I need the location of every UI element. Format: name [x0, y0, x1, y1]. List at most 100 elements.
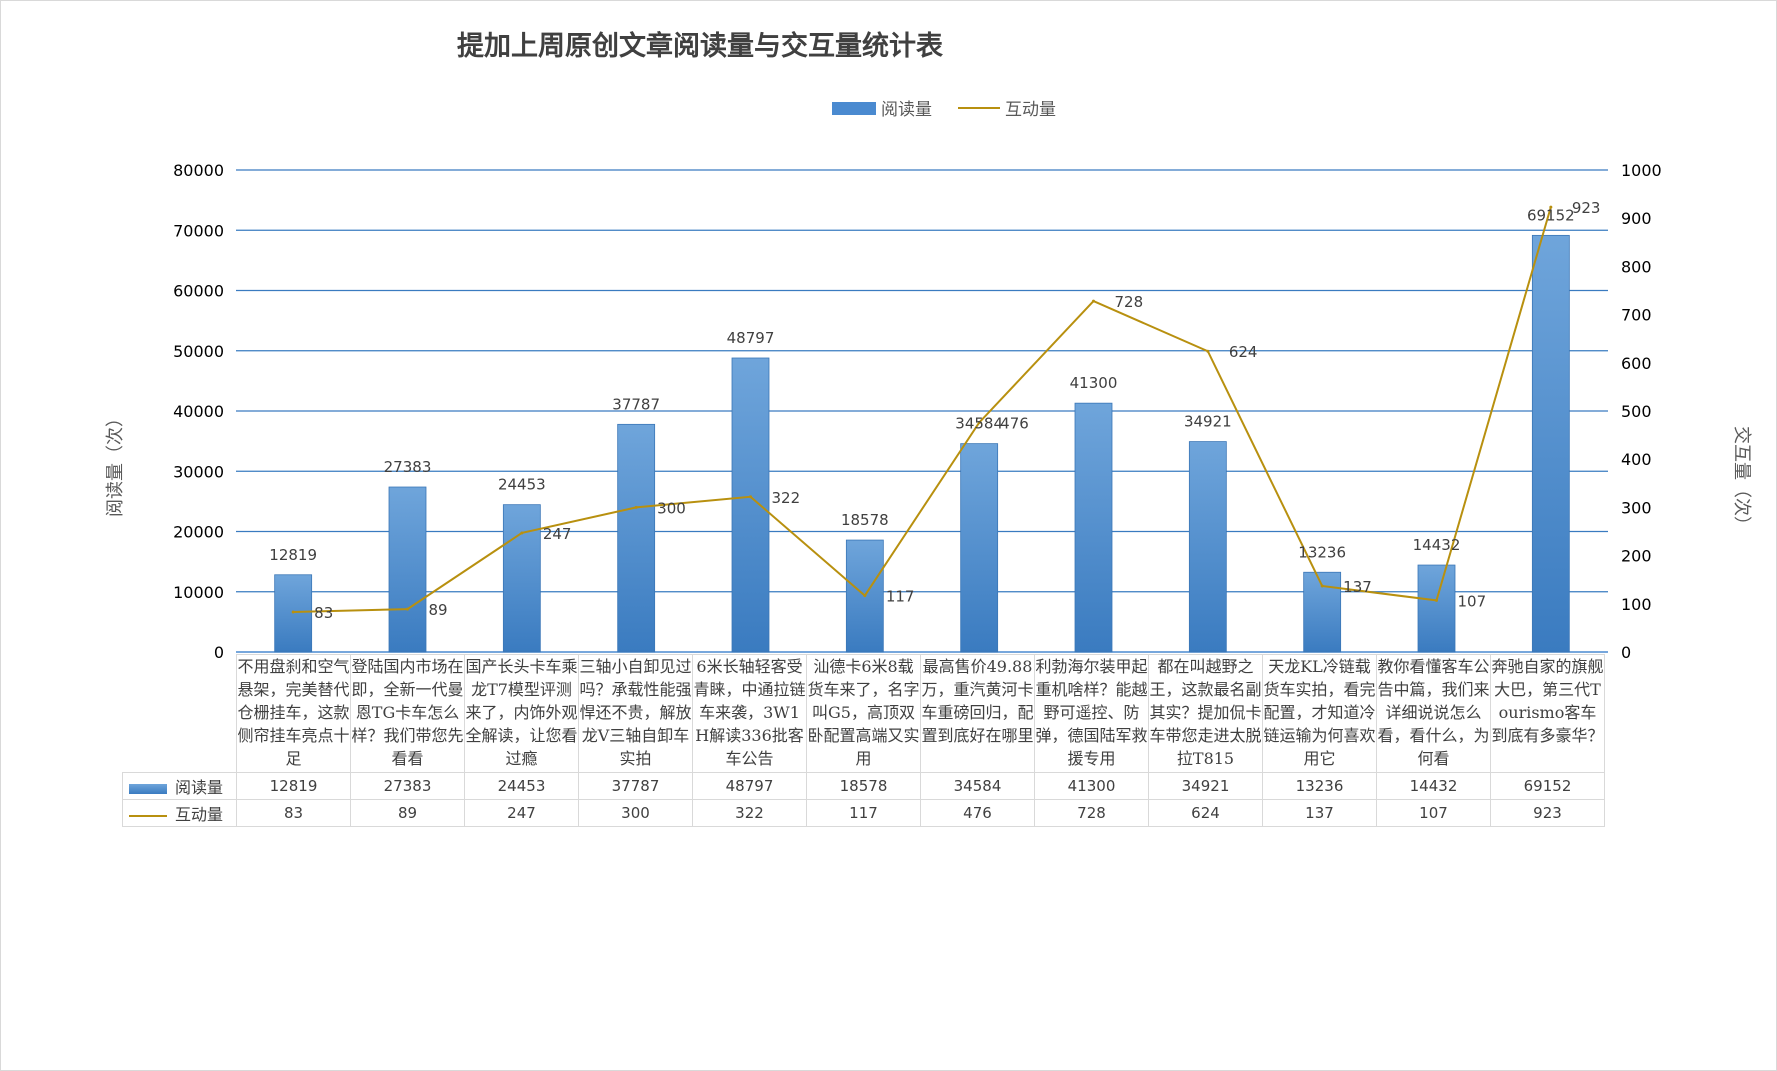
right-tick-label: 400	[1621, 450, 1652, 469]
gridlines	[236, 169, 1608, 653]
reads-cell: 14432	[1376, 772, 1491, 800]
line-data-label: 137	[1343, 578, 1372, 596]
bar-data-label: 27383	[384, 458, 432, 476]
left-axis-title: 阅读量（次）	[105, 409, 126, 517]
data-table: 不用盘刹和空气悬架，完美替代仓栅挂车，这款侧帘挂车亮点十足 登陆国内市场在即，全新…	[122, 654, 1605, 827]
line-point	[1435, 598, 1438, 602]
category-cell: 登陆国内市场在即，全新一代曼恩TG卡车怎么样？我们带您先看看	[350, 654, 465, 773]
line-point	[406, 607, 409, 611]
legend: 阅读量 互动量	[832, 100, 1056, 120]
line-data-label: 247	[543, 525, 572, 543]
line-point	[1320, 584, 1324, 588]
line-data-label: 107	[1458, 592, 1487, 610]
left-tick-label: 50000	[173, 342, 224, 361]
interactions-cell: 923	[1490, 799, 1605, 827]
category-label: 奔驰自家的旗舰大巴，第三代Tourismo客车到底有多豪华？	[1491, 657, 1604, 745]
right-tick-label: 800	[1621, 257, 1652, 276]
category-label: 不用盘刹和空气悬架，完美替代仓栅挂车，这款侧帘挂车亮点十足	[237, 657, 350, 768]
left-tick-label: 30000	[173, 462, 224, 481]
category-label: 教你看懂客车公告中篇，我们来详细说说怎么看，看什么，为何看	[1377, 657, 1490, 768]
right-tick-label: 200	[1621, 547, 1652, 566]
right-tick-label: 1000	[1621, 161, 1662, 180]
legend-bar-key	[832, 102, 876, 115]
chart-title: 提加上周原创文章阅读量与交互量统计表	[457, 30, 943, 62]
category-cell: 教你看懂客车公告中篇，我们来详细说说怎么看，看什么，为何看	[1376, 654, 1491, 773]
data-labels: 12819 27383 24453 37787 48797 18578 34584 41300…	[269, 199, 1600, 622]
right-tick-label: 100	[1621, 595, 1652, 614]
bar-data-label: 12819	[269, 546, 317, 564]
reads-cell: 24453	[464, 772, 579, 800]
bar	[388, 486, 427, 653]
line-data-label: 117	[886, 588, 915, 606]
bar-data-label: 34584	[955, 415, 1003, 433]
bar	[960, 443, 999, 653]
legend-label-reads: 阅读量	[881, 100, 932, 120]
category-cell: 利勃海尔装甲起重机啥样？能越野可遥控、防弹，德国陆军救援专用	[1034, 654, 1149, 773]
line-data-label: 89	[429, 601, 448, 619]
category-label: 都在叫越野之王，这款最名副其实？提加侃卡车带您走进太脱拉T815	[1149, 657, 1262, 768]
bar-data-label: 69152	[1527, 206, 1575, 224]
bar-series	[274, 234, 1570, 653]
bar-data-label: 14432	[1413, 536, 1461, 554]
interactions-cell: 300	[578, 799, 693, 827]
left-tick-label: 70000	[173, 221, 224, 240]
line-point	[1206, 349, 1210, 353]
right-tick-label: 0	[1621, 643, 1631, 662]
reads-cell: 34921	[1148, 772, 1263, 800]
interactions-cell: 728	[1034, 799, 1149, 827]
bar-data-label: 18578	[841, 511, 889, 529]
left-tick-label: 0	[214, 643, 224, 662]
interactions-row-header: 互动量	[122, 799, 237, 827]
right-tick-label: 600	[1621, 354, 1652, 373]
line-point	[749, 495, 752, 499]
line-data-label: 923	[1572, 199, 1601, 217]
right-tick-label: 300	[1621, 498, 1652, 517]
reads-row-header: 阅读量	[122, 772, 237, 800]
category-label: 国产长头卡车乘龙T7模型评测来了，内饰外观全解读，让您看过瘾	[465, 657, 578, 768]
bar	[1074, 402, 1113, 653]
interactions-row-label: 互动量	[175, 805, 224, 824]
interaction-line	[293, 206, 1552, 613]
category-cell: 都在叫越野之王，这款最名副其实？提加侃卡车带您走进太脱拉T815	[1148, 654, 1263, 773]
left-tick-label: 20000	[173, 523, 224, 542]
category-cell: 三轴小自卸见过吗？承载性能强悍还不贵，解放龙V三轴自卸车实拍	[578, 654, 693, 773]
interactions-cell: 624	[1148, 799, 1263, 827]
bar-data-label: 48797	[727, 329, 775, 347]
line-point	[977, 421, 981, 425]
category-cell: 最高售价49.88万，重汽黄河卡车重磅回归，配置到底好在哪里	[920, 654, 1035, 773]
category-cell: 6米长轴轻客受青睐，中通拉链车来袭，3W1H解读336批客车公告	[692, 654, 807, 773]
category-label: 最高售价49.88万，重汽黄河卡车重磅回归，配置到底好在哪里	[921, 657, 1034, 745]
bar-data-label: 34921	[1184, 413, 1232, 431]
line-data-label: 83	[314, 604, 333, 622]
reads-cell: 69152	[1490, 772, 1605, 800]
line-point	[291, 610, 295, 614]
category-cell: 奔驰自家的旗舰大巴，第三代Tourismo客车到底有多豪华？	[1490, 654, 1605, 773]
right-tick-label: 900	[1621, 209, 1652, 228]
interactions-row: 互动量 83 89 247 300 322 117 476 728 624 137 107 923	[122, 799, 1605, 827]
category-label: 登陆国内市场在即，全新一代曼恩TG卡车怎么样？我们带您先看看	[351, 657, 464, 768]
bar-data-label: 41300	[1070, 374, 1118, 392]
category-label: 天龙KL冷链载货车实拍，看完配置，才知道冷链运输为何喜欢用它	[1263, 657, 1376, 768]
reads-cell: 18578	[806, 772, 921, 800]
reads-cell: 48797	[692, 772, 807, 800]
category-cell: 国产长头卡车乘龙T7模型评测来了，内饰外观全解读，让您看过瘾	[464, 654, 579, 773]
category-cell: 天龙KL冷链载货车实拍，看完配置，才知道冷链运输为何喜欢用它	[1262, 654, 1377, 773]
left-tick-label: 10000	[173, 583, 224, 602]
reads-row-label: 阅读量	[175, 778, 224, 797]
reads-cell: 37787	[578, 772, 693, 800]
interactions-cell: 83	[236, 799, 351, 827]
bar-data-label: 24453	[498, 476, 546, 494]
category-cell: 不用盘刹和空气悬架，完美替代仓栅挂车，这款侧帘挂车亮点十足	[236, 654, 351, 773]
bar	[731, 357, 770, 653]
left-tick-label: 80000	[173, 161, 224, 180]
reads-key-icon	[129, 783, 167, 794]
interactions-cell: 137	[1262, 799, 1377, 827]
line-data-label: 728	[1115, 293, 1144, 311]
right-tick-label: 700	[1621, 306, 1652, 325]
category-row: 不用盘刹和空气悬架，完美替代仓栅挂车，这款侧帘挂车亮点十足 登陆国内市场在即，全新…	[122, 654, 1605, 773]
interactions-cell: 89	[350, 799, 465, 827]
right-tick-label: 500	[1621, 402, 1652, 421]
legend-label-interactions: 互动量	[1005, 100, 1056, 120]
